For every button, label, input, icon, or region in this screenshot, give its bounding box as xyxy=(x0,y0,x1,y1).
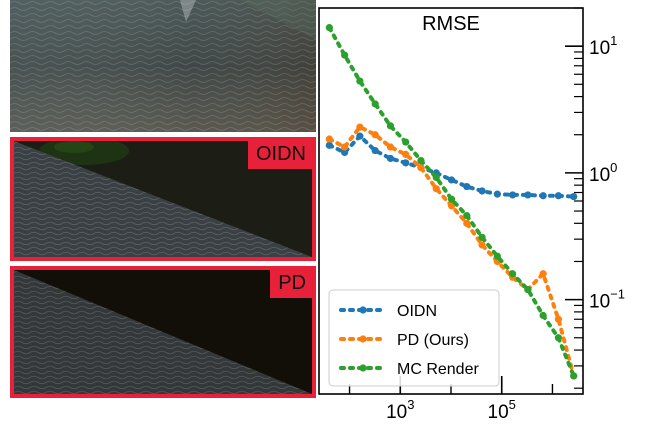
rmse-chart: RMSE 103 105 101 100 10−1 OIDN PD (Ours) MC Re… xyxy=(316,0,667,430)
data-point xyxy=(494,191,501,198)
data-point xyxy=(463,220,470,227)
data-point xyxy=(387,155,394,162)
data-point xyxy=(509,270,516,277)
reference-render-image xyxy=(10,0,316,132)
pd-image-label: PD xyxy=(270,270,312,298)
reference-render-drawing xyxy=(10,0,316,132)
data-point xyxy=(570,193,577,200)
x-tick-label: 103 xyxy=(386,397,414,423)
data-point xyxy=(326,142,333,149)
data-point xyxy=(494,253,501,260)
data-point xyxy=(478,187,485,194)
data-point xyxy=(433,185,440,192)
data-point xyxy=(555,192,562,199)
data-point xyxy=(387,143,394,150)
legend-marker-0 xyxy=(359,306,366,313)
data-point xyxy=(356,123,363,130)
data-point xyxy=(540,192,547,199)
y-tick-label: 101 xyxy=(589,33,617,59)
x-tick-label: 105 xyxy=(488,397,516,423)
data-point xyxy=(417,157,424,164)
data-point xyxy=(372,100,379,107)
data-point xyxy=(387,122,394,129)
legend-marker-2 xyxy=(359,364,366,371)
y-tick-label: 100 xyxy=(589,160,617,186)
data-point xyxy=(463,183,470,190)
data-point xyxy=(372,131,379,138)
data-point xyxy=(509,191,516,198)
pd-comparison-image: PD xyxy=(10,266,316,398)
pd-comparison-drawing xyxy=(14,270,312,394)
data-point xyxy=(356,133,363,140)
data-point xyxy=(341,51,348,58)
data-point xyxy=(402,138,409,145)
data-point xyxy=(555,334,562,341)
data-point xyxy=(540,270,547,277)
data-point xyxy=(448,176,455,183)
data-point xyxy=(372,147,379,154)
data-point xyxy=(478,241,485,248)
data-point xyxy=(463,212,470,219)
chart-title: RMSE xyxy=(422,13,480,35)
legend-label-2: MC Render xyxy=(397,361,479,378)
data-point xyxy=(448,196,455,203)
data-point xyxy=(402,159,409,166)
data-point xyxy=(540,312,547,319)
data-point xyxy=(570,372,577,379)
data-point xyxy=(417,164,424,171)
data-point xyxy=(341,143,348,150)
data-point xyxy=(524,286,531,293)
y-tick-label: 10−1 xyxy=(589,287,625,313)
data-point xyxy=(326,24,333,31)
data-point xyxy=(433,174,440,181)
legend-label-0: OIDN xyxy=(397,303,437,320)
data-point xyxy=(478,234,485,241)
data-point xyxy=(326,135,333,142)
oidn-comparison-image: OIDN xyxy=(10,137,316,261)
data-point xyxy=(402,151,409,158)
oidn-image-label: OIDN xyxy=(248,141,312,169)
data-point xyxy=(555,316,562,323)
data-point xyxy=(356,77,363,84)
legend-marker-1 xyxy=(359,335,366,342)
legend-label-1: PD (Ours) xyxy=(397,332,469,349)
data-point xyxy=(524,191,531,198)
